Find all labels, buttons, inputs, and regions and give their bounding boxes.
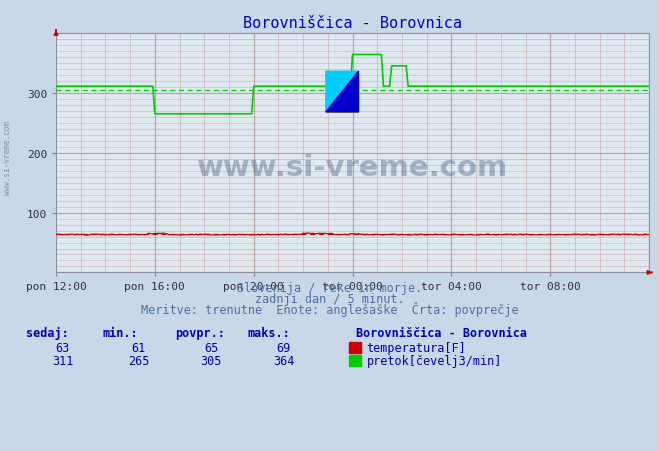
Text: www.si-vreme.com: www.si-vreme.com [197,154,508,182]
Text: 265: 265 [128,354,149,368]
Text: 305: 305 [200,354,221,368]
Polygon shape [326,72,358,113]
Text: 63: 63 [55,341,70,354]
Text: povpr.:: povpr.: [175,326,225,339]
Text: www.si-vreme.com: www.si-vreme.com [3,121,13,195]
Text: 69: 69 [276,341,291,354]
Text: min.:: min.: [102,326,138,339]
Text: 364: 364 [273,354,294,368]
Text: temperatura[F]: temperatura[F] [366,341,466,354]
Text: zadnji dan / 5 minut.: zadnji dan / 5 minut. [254,292,405,305]
Text: maks.:: maks.: [247,326,290,339]
Text: 61: 61 [131,341,146,354]
Text: pretok[čevelj3/min]: pretok[čevelj3/min] [366,354,501,368]
Text: Borovniščica - Borovnica: Borovniščica - Borovnica [356,326,527,339]
Text: Slovenija / reke in morje.: Slovenija / reke in morje. [237,281,422,294]
Text: 65: 65 [204,341,218,354]
Bar [326,72,358,113]
Title: Borovniščica - Borovnica: Borovniščica - Borovnica [243,16,462,31]
Polygon shape [326,72,358,113]
Text: 311: 311 [52,354,73,368]
Text: sedaj:: sedaj: [26,326,69,339]
Text: Meritve: trenutne  Enote: anglešaške  Črta: povprečje: Meritve: trenutne Enote: anglešaške Črta… [140,301,519,317]
